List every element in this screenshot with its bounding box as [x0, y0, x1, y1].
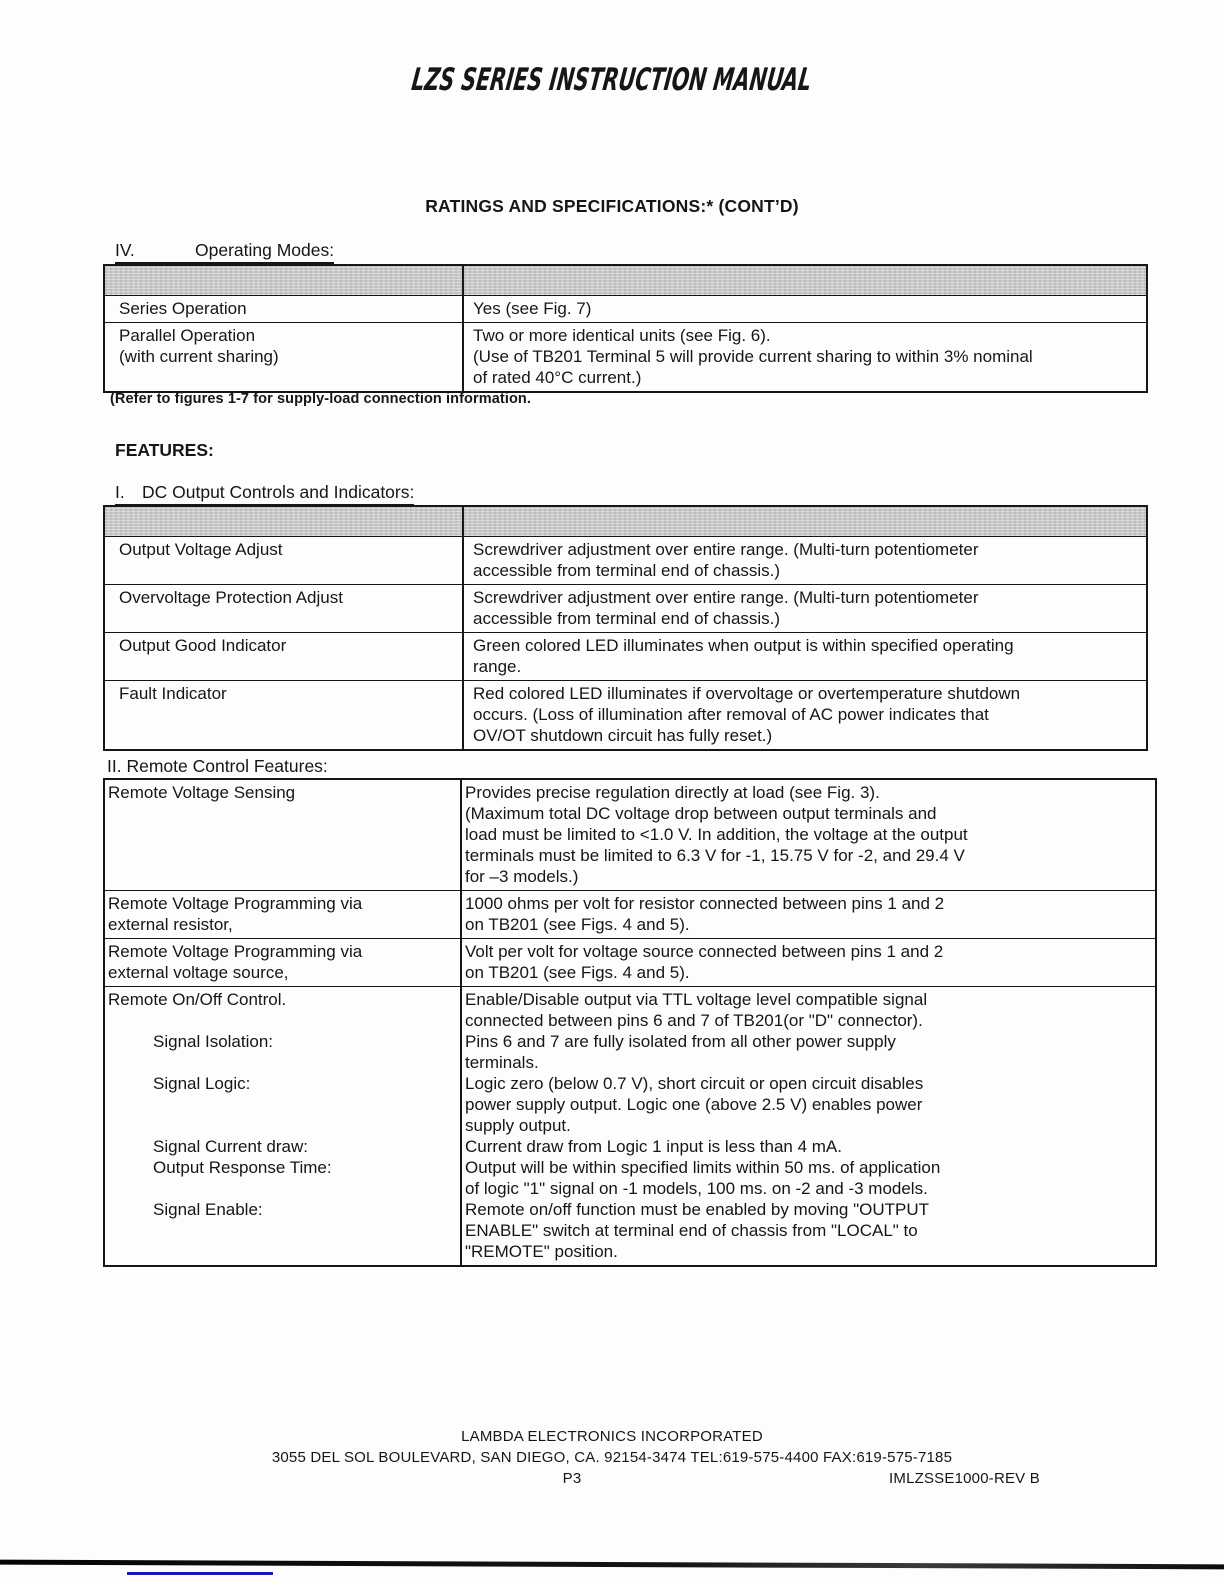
- cell-label: Remote Voltage Programming via external …: [105, 939, 462, 986]
- section-header: RATINGS AND SPECIFICATIONS:* (CONT’D): [425, 196, 799, 216]
- cell-label: Remote Voltage Programming via external …: [105, 891, 462, 938]
- table-row: Remote Voltage Programming via external …: [105, 938, 1155, 986]
- cell-label: Overvoltage Protection Adjust: [105, 585, 464, 632]
- cell-value: Pins 6 and 7 are fully isolated from all…: [465, 1032, 896, 1072]
- header-cell: [464, 507, 1146, 536]
- dc-output-heading-text: DC Output Controls and Indicators:: [142, 482, 415, 502]
- footer-page-number: P3: [562, 1470, 582, 1487]
- table-row: Remote Voltage Programming via external …: [105, 890, 1155, 938]
- table-row: Parallel Operation (with current sharing…: [105, 322, 1146, 391]
- footer-company: LAMBDA ELECTRONICS INCORPORATED: [461, 1428, 763, 1445]
- cell-label: Signal Logic:: [105, 1073, 462, 1136]
- cell-label: Output Good Indicator: [105, 633, 464, 680]
- cell-label: Remote On/Off Control.: [105, 987, 462, 1031]
- footer-address: 3055 DEL SOL BOULEVARD, SAN DIEGO, CA. 9…: [271, 1449, 953, 1466]
- table-row: Remote Voltage Sensing Provides precise …: [105, 780, 1155, 890]
- cell-value: Screwdriver adjustment over entire range…: [473, 540, 979, 580]
- table-row: Series Operation Yes (see Fig. 7): [105, 295, 1146, 322]
- dc-output-table: Output Voltage Adjust Screwdriver adjust…: [103, 505, 1148, 751]
- operating-modes-heading-text: Operating Modes:: [195, 240, 335, 260]
- table-row: Overvoltage Protection Adjust Screwdrive…: [105, 584, 1146, 632]
- table-header-row: [105, 266, 1146, 295]
- page-title: LZS SERIES INSTRUCTION MANUAL: [0, 62, 1224, 98]
- onoff-pair: Signal Logic: Logic zero (below 0.7 V), …: [105, 1073, 1155, 1136]
- cell-value: Two or more identical units (see Fig. 6)…: [473, 326, 1033, 387]
- cell-value: Volt per volt for voltage source connect…: [465, 942, 944, 982]
- header-cell: [105, 507, 464, 536]
- operating-modes-heading: IV. Operating Modes:: [115, 240, 335, 264]
- cell-value: Provides precise regulation directly at …: [465, 783, 968, 886]
- cell-value: Red colored LED illuminates if overvolta…: [473, 684, 1021, 745]
- cell-label: Output Voltage Adjust: [105, 537, 464, 584]
- cell-value: 1000 ohms per volt for resistor connecte…: [465, 894, 945, 934]
- onoff-pair: Remote On/Off Control. Enable/Disable ou…: [105, 987, 1155, 1031]
- table-row: Fault Indicator Red colored LED illumina…: [105, 680, 1146, 749]
- cell-label: Series Operation: [105, 296, 464, 322]
- cell-label: Output Response Time:: [105, 1157, 462, 1199]
- table-header-row: [105, 507, 1146, 536]
- cell-value: Logic zero (below 0.7 V), short circuit …: [465, 1074, 924, 1135]
- page-title-text: LZS SERIES INSTRUCTION MANUAL: [409, 62, 815, 98]
- figure-reference-note: (Refer to figures 1-7 for supply-load co…: [110, 391, 531, 407]
- cell-label: Fault Indicator: [105, 681, 464, 749]
- cell-label: Parallel Operation (with current sharing…: [105, 323, 464, 391]
- cell-value: Screwdriver adjustment over entire range…: [473, 588, 979, 628]
- table-row: Output Good Indicator Green colored LED …: [105, 632, 1146, 680]
- operating-modes-table: Series Operation Yes (see Fig. 7) Parall…: [103, 264, 1148, 393]
- onoff-pair: Signal Isolation: Pins 6 and 7 are fully…: [105, 1031, 1155, 1073]
- remote-features-table: Remote Voltage Sensing Provides precise …: [103, 778, 1157, 1267]
- dc-output-numeral: I.: [115, 482, 125, 502]
- cell-value: Yes (see Fig. 7): [473, 299, 592, 318]
- onoff-pair: Signal Current draw: Current draw from L…: [105, 1136, 1155, 1157]
- dc-output-heading: I. DC Output Controls and Indicators:: [115, 482, 415, 506]
- cell-value: Green colored LED illuminates when outpu…: [473, 636, 1014, 676]
- table-row: Output Voltage Adjust Screwdriver adjust…: [105, 536, 1146, 584]
- cell-value: Enable/Disable output via TTL voltage le…: [465, 990, 928, 1030]
- onoff-pair: Signal Enable: Remote on/off function mu…: [105, 1199, 1155, 1265]
- footer-doc-id: IMLZSSE1000-REV B: [889, 1470, 1040, 1487]
- onoff-pair: Output Response Time: Output will be wit…: [105, 1157, 1155, 1199]
- cell-label: Signal Isolation:: [105, 1031, 462, 1073]
- scan-artifact-line: [0, 1559, 1224, 1570]
- cell-value: Remote on/off function must be enabled b…: [465, 1200, 930, 1261]
- header-cell: [105, 266, 464, 295]
- cell-value: Current draw from Logic 1 input is less …: [465, 1137, 842, 1156]
- remote-features-heading: II. Remote Control Features:: [107, 756, 328, 776]
- features-heading: FEATURES:: [115, 440, 214, 460]
- cell-value: Output will be within specified limits w…: [465, 1158, 941, 1198]
- cell-label: Signal Current draw:: [105, 1136, 462, 1157]
- cell-label: Signal Enable:: [105, 1199, 462, 1265]
- header-cell: [464, 266, 1146, 295]
- cell-label: Remote Voltage Sensing: [105, 780, 462, 890]
- table-row-remote-onoff: Remote On/Off Control. Enable/Disable ou…: [105, 986, 1155, 1265]
- blue-underline-mark: [127, 1572, 273, 1575]
- operating-modes-numeral: IV.: [115, 240, 135, 260]
